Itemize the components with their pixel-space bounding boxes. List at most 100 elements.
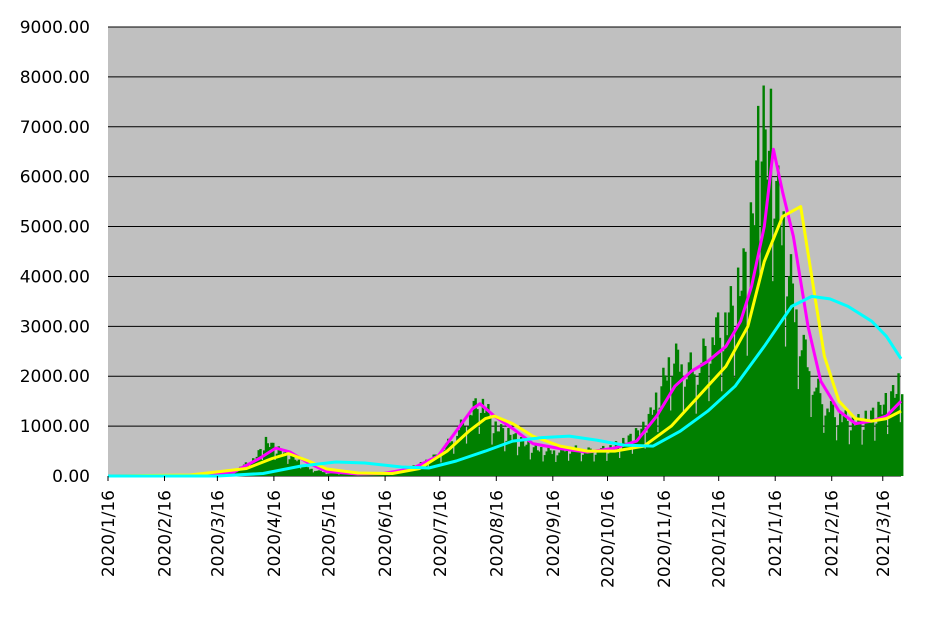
daily-bar	[560, 447, 563, 476]
daily-bar	[713, 345, 716, 476]
daily-bar	[767, 150, 771, 476]
daily-bar	[283, 452, 286, 476]
x-tick-label: 2020/11/16	[655, 490, 675, 588]
daily-bar	[463, 426, 466, 476]
daily-bar	[292, 455, 295, 476]
daily-bar	[811, 394, 815, 476]
daily-bar	[820, 404, 824, 476]
daily-bar	[330, 473, 333, 476]
daily-bar	[532, 447, 536, 476]
y-tick-label: 0.00	[52, 467, 90, 487]
daily-bar	[602, 445, 605, 476]
daily-bar	[421, 462, 424, 476]
daily-bar	[439, 462, 443, 476]
daily-bar	[642, 421, 645, 476]
daily-bar	[654, 392, 658, 476]
daily-bar	[766, 179, 769, 476]
daily-bar	[308, 469, 311, 476]
daily-bar	[760, 161, 764, 477]
daily-bar	[684, 386, 687, 476]
daily-bar	[549, 450, 552, 476]
daily-bar	[800, 350, 804, 476]
daily-bar	[328, 473, 332, 476]
daily-bar	[512, 434, 516, 476]
daily-bar	[795, 309, 798, 476]
daily-bar	[341, 473, 344, 476]
daily-bar	[611, 449, 614, 476]
daily-bar	[487, 404, 490, 476]
daily-bar	[744, 251, 747, 476]
daily-bar	[631, 453, 634, 476]
daily-bar	[687, 362, 691, 476]
daily-bar	[295, 461, 299, 476]
daily-bar	[448, 442, 452, 476]
daily-bar	[673, 363, 676, 476]
daily-bar	[855, 423, 858, 476]
daily-bar	[727, 312, 731, 476]
daily-bar	[636, 430, 640, 476]
x-tick-label: 2020/4/16	[265, 490, 285, 577]
daily-bar	[888, 413, 891, 476]
daily-bar	[523, 446, 527, 476]
daily-bar	[417, 464, 421, 476]
daily-bar	[857, 414, 860, 476]
daily-bar	[476, 409, 479, 476]
daily-bar	[702, 338, 705, 476]
daily-bar	[470, 415, 474, 476]
daily-bar	[893, 397, 897, 476]
daily-bar	[742, 248, 745, 476]
daily-bar	[556, 455, 559, 476]
daily-bar	[281, 453, 284, 476]
daily-bar	[598, 452, 601, 476]
daily-bar	[848, 444, 851, 476]
daily-bar	[747, 296, 751, 476]
daily-bar	[518, 446, 521, 476]
daily-bar	[301, 466, 304, 476]
x-tick-label: 2020/1/16	[99, 490, 119, 577]
daily-bar	[778, 221, 782, 476]
daily-bar	[780, 245, 784, 476]
y-axis-ticks: 0.00 1000.00 2000.00 3000.00 4000.00 5000.00 6…	[20, 18, 90, 487]
daily-bar	[793, 322, 796, 476]
daily-bar	[253, 460, 257, 476]
daily-bar	[625, 443, 629, 476]
daily-bar	[769, 88, 773, 476]
daily-bar	[764, 129, 767, 477]
daily-bar	[676, 349, 680, 476]
daily-bar	[751, 213, 754, 476]
daily-bar	[277, 446, 280, 476]
daily-bar	[866, 419, 869, 476]
daily-bar	[454, 441, 457, 476]
daily-bar	[733, 377, 736, 476]
daily-bar	[530, 452, 534, 476]
daily-bar	[317, 470, 321, 476]
daily-bar	[882, 404, 886, 476]
daily-bar	[578, 452, 581, 476]
daily-bar	[842, 414, 846, 476]
daily-bar	[643, 448, 647, 476]
daily-bar	[709, 363, 713, 476]
daily-bar	[583, 451, 587, 476]
daily-bar	[797, 389, 800, 476]
daily-bar	[554, 461, 558, 476]
daily-bar	[490, 444, 494, 476]
daily-bar	[813, 391, 816, 476]
daily-bar	[501, 428, 505, 476]
daily-bar	[299, 468, 302, 476]
daily-bar	[851, 415, 855, 476]
daily-bar	[804, 339, 807, 476]
daily-bar	[782, 211, 785, 476]
daily-bar	[729, 286, 733, 476]
daily-bar	[569, 453, 572, 476]
daily-bar	[587, 447, 590, 476]
daily-bar	[740, 290, 743, 476]
daily-bar	[574, 445, 578, 476]
daily-bar	[284, 450, 288, 476]
daily-bar	[348, 474, 352, 476]
daily-bar	[718, 337, 722, 476]
x-tick-label: 2020/8/16	[487, 490, 507, 577]
daily-bar	[334, 473, 337, 476]
daily-bar	[680, 364, 683, 476]
daily-bar	[519, 437, 523, 476]
